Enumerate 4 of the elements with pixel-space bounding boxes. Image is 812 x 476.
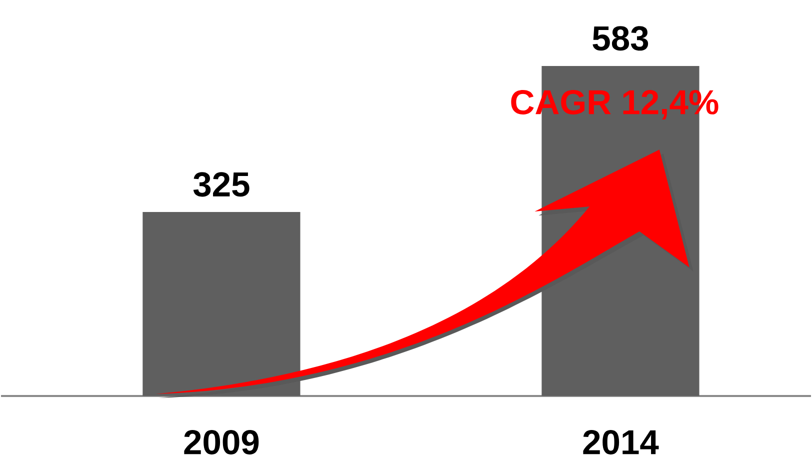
data-label: 583: [592, 26, 648, 51]
data-label: 325: [193, 172, 250, 197]
x-tick-label: 2009: [184, 430, 259, 455]
x-tick-label: 2014: [583, 430, 659, 455]
